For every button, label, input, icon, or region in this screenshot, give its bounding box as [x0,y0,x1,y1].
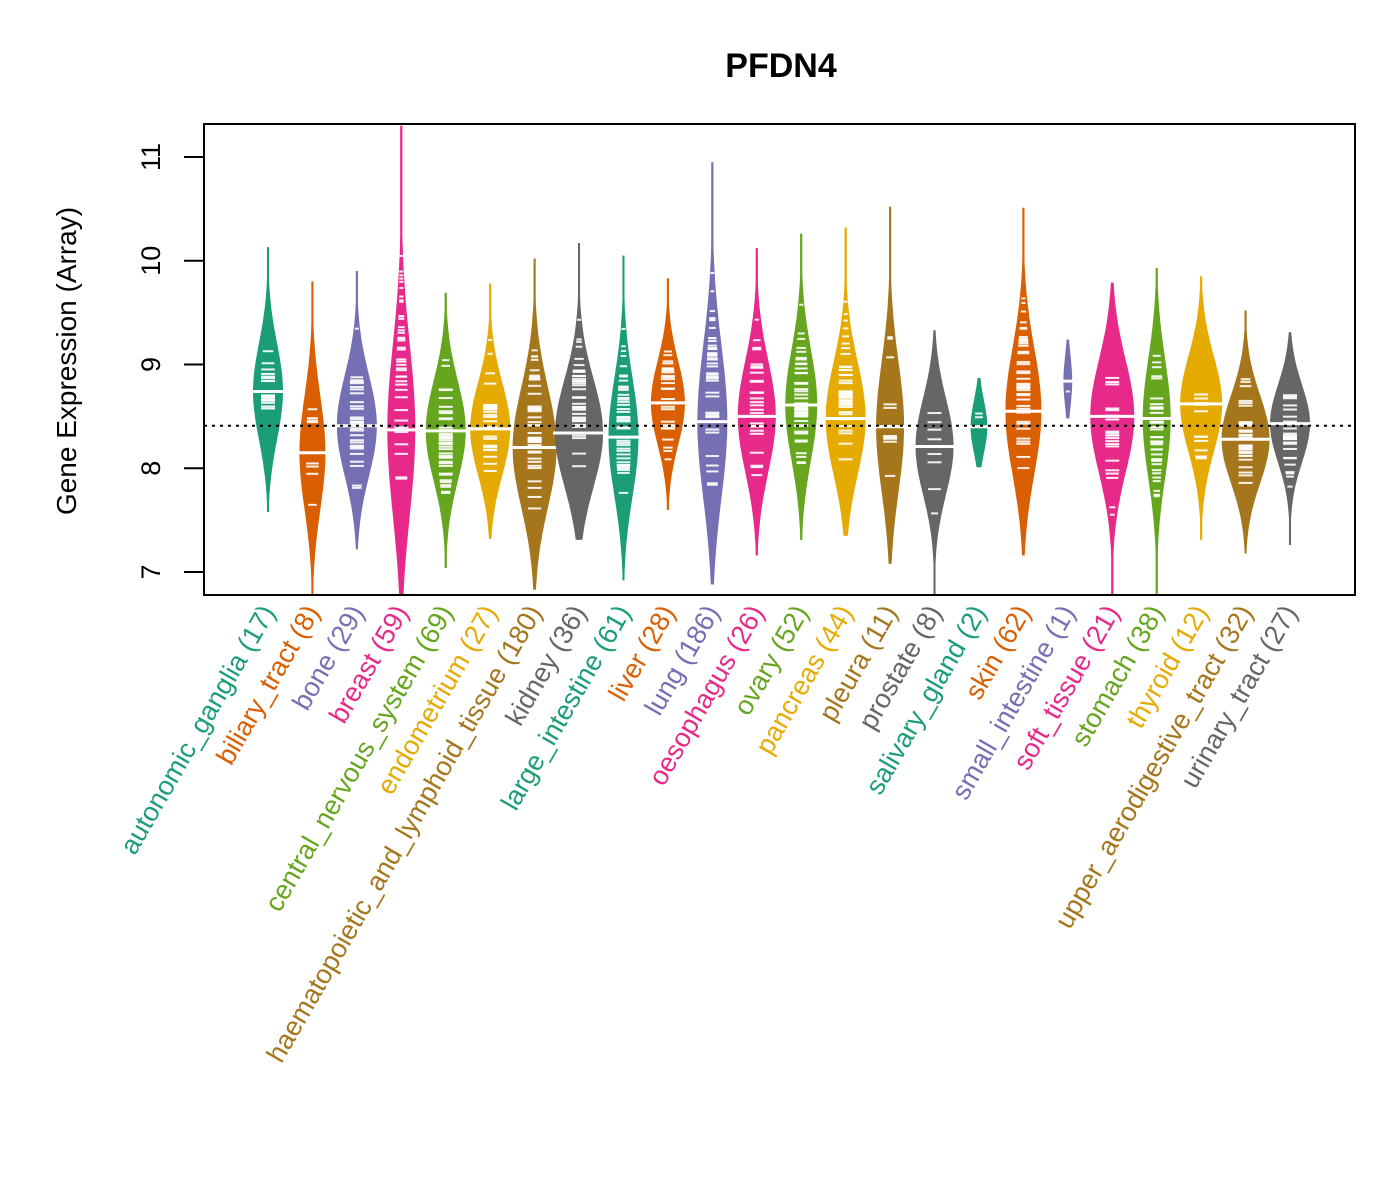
bean-urinary_tract [1268,332,1312,546]
bean-ovary [783,233,820,540]
bean-stomach [1140,268,1173,594]
bean-prostate [913,330,956,595]
bean-breast [385,125,418,595]
bean-oesophagus [735,248,778,556]
y-tick-label: 7 [136,564,166,579]
x-axis-category-labels: autonomic_ganglia (17)biliary_tract (8)b… [114,600,1303,1067]
y-tick-label: 9 [136,357,166,372]
bean-lung [695,162,730,585]
bean-thyroid [1178,276,1225,540]
bean-kidney [553,243,606,540]
bean-small_intestine [1059,339,1076,419]
plot-frame [203,123,1356,596]
bean-upper_aerodigestive_tract [1219,310,1272,554]
bean-soft_tissue [1088,282,1137,595]
bean-large_intestine [606,255,641,581]
bean-autonomic_ganglia [251,247,285,512]
bean-pancreas [823,227,868,536]
bean-bone [334,271,379,550]
bean-biliary_tract [297,281,328,595]
bean-pleura [874,206,907,564]
bean-skin [1003,207,1044,556]
y-tick-label: 8 [136,461,166,476]
bean-central_nervous_system [423,292,468,568]
y-axis: 7 8 9 10 11 [136,143,204,580]
bean-liver [648,278,687,510]
bean-haematopoietic_and_lymphoid_tissue [510,258,559,590]
chart-title: PFDN4 [725,47,837,85]
y-axis-label: Gene Expression (Array) [51,207,82,515]
bean-endometrium [468,283,513,539]
y-tick-label: 10 [136,246,166,276]
y-tick-label: 11 [136,143,166,171]
bean-salivary_gland [968,377,990,468]
beans-layer [251,125,1312,595]
